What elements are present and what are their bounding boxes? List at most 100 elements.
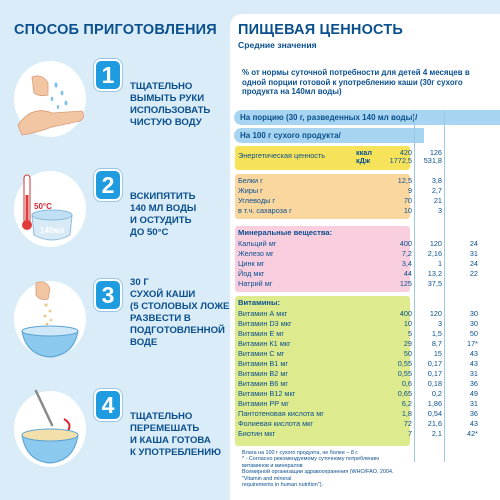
step-3: 3 30 Г СУХОЙ КАШИ (5 СТОЛОВЫХ ЛОЖЕК) РАЗ…: [12, 275, 239, 375]
row-label: Пантотеновая кислота мг: [238, 409, 324, 418]
row-value: 6,2: [401, 399, 412, 408]
step-text: ВСКИПЯТИТЬ 140 МЛ ВОДЫ И ОСТУДИТЬ ДО 50°…: [130, 191, 248, 239]
row-value: 0,6: [401, 379, 412, 388]
energy-unit-kj: кДж: [356, 156, 371, 165]
row-value: 15: [433, 349, 442, 358]
row-value: 3,4: [401, 259, 412, 268]
step-line: К УПОТРЕБЛЕНИЮ: [130, 447, 222, 458]
row-value: 125: [399, 279, 412, 288]
footnote: Влага на 100 г сухого продукта, не более…: [242, 450, 402, 488]
vitamins-title: Витамины:: [238, 298, 280, 307]
stirring-porridge-illustration: [14, 389, 86, 467]
column-divider: [444, 110, 445, 462]
column-divider: [414, 110, 415, 462]
row-value: 49: [469, 389, 478, 398]
step-line: ДО 50°С: [130, 227, 169, 238]
energy-row: Энергетическая ценность ккал кДж 420 177…: [238, 148, 498, 165]
step-line: ВОДЕ: [130, 337, 158, 348]
row-value: 43: [469, 349, 478, 358]
nutrition-intro: % от нормы суточной потребности для дете…: [242, 68, 470, 97]
macro-block: [235, 174, 410, 219]
row-value: 400: [399, 239, 412, 248]
row-value: 3: [437, 319, 442, 328]
row-value: 1,5: [431, 329, 442, 338]
table-row: Цинк мг 3,4 1 24: [238, 259, 498, 269]
row-value: 1: [437, 259, 442, 268]
footnote-line: requirements in human nutrition").: [242, 482, 324, 489]
table-row: Витамин С мг 50 15 43: [238, 349, 498, 359]
table-row: Натрий мг 125 37,5: [238, 279, 498, 289]
row-value: 3,8: [431, 176, 442, 185]
step-line: РАЗВЕСТИ В: [130, 313, 191, 324]
step-number-badge: 4: [94, 389, 122, 421]
step-number-badge: 3: [94, 279, 122, 311]
row-value: 21,6: [427, 419, 442, 428]
energy-value: 420: [399, 148, 412, 157]
table-row: Витамин В6 мг 0,6 0,18 36: [238, 379, 498, 389]
row-value: 17*: [467, 339, 478, 348]
row-label: Натрий мг: [238, 279, 273, 288]
table-row: Жиры г 9 2,7: [238, 186, 498, 196]
row-label: Витамин В1 мг: [238, 359, 289, 368]
adding-cereal-illustration: [14, 281, 86, 358]
water-volume-label: 140мл: [40, 226, 64, 235]
step-line: 30 Г: [130, 277, 149, 288]
row-value: 12,5: [397, 176, 412, 185]
minerals-block: [235, 226, 410, 292]
table-row: Белки г 12,5 3,8: [238, 176, 498, 186]
row-label: Витамин В12 мкг: [238, 389, 296, 398]
step-line: ПЕРЕМЕШАТЬ: [130, 423, 200, 434]
row-label: Углеводы г: [238, 196, 276, 205]
table-row: Витамин D3 мкг 10 3 30: [238, 319, 498, 329]
row-value: 44: [403, 269, 412, 278]
table-row: Йод мкг 44 13,2 22: [238, 269, 498, 279]
step-4: 4 ТЩАТЕЛЬНО ПЕРЕМЕШАТЬ И КАША ГОТОВА К У…: [12, 385, 224, 485]
step-line: ВСКИПЯТИТЬ: [130, 191, 196, 202]
row-value: 29: [403, 339, 412, 348]
row-value: 8,7: [431, 339, 442, 348]
row-value: 43: [469, 419, 478, 428]
step-text: ТЩАТЕЛЬНО ВЫМЫТЬ РУКИ ИСПОЛЬЗОВАТЬ ЧИСТУ…: [130, 81, 248, 129]
minerals-title: Минеральные вещества:: [238, 228, 333, 237]
temperature-label: 50°С: [34, 202, 52, 211]
step-line: СУХОЙ КАШИ: [130, 289, 196, 300]
row-value: 37,5: [427, 279, 442, 288]
step-1: 1 ТЩАТЕЛЬНО ВЫМЫТЬ РУКИ ИСПОЛЬЗОВАТЬ ЧИС…: [12, 55, 224, 155]
row-value: 43: [469, 359, 478, 368]
row-value: 0,55: [397, 369, 412, 378]
row-value: 0,55: [397, 359, 412, 368]
table-row: Фолиевая кислота мкг 72 21,6 43: [238, 419, 498, 429]
step-line: ПОДГОТОВЛЕННОЙ: [130, 325, 225, 336]
row-value: 2,1: [431, 429, 442, 438]
step-line: И КАША ГОТОВА: [130, 435, 211, 446]
table-row: Витамин РР мг 6,2 1,86 31: [238, 399, 498, 409]
row-label: Кальций мг: [238, 239, 277, 248]
row-value: 0,18: [427, 379, 442, 388]
portion-header: На порцию (30 г, разведенных 140 мл воды…: [234, 110, 500, 125]
table-row: Кальций мг 400 120 24: [238, 239, 498, 249]
row-value: 30: [469, 319, 478, 328]
row-value: 36: [469, 379, 478, 388]
energy-value: 1772,5: [389, 156, 412, 165]
step-line: ИСПОЛЬЗОВАТЬ: [130, 105, 211, 116]
row-label: Железо мг: [238, 249, 274, 258]
row-value: 21: [433, 196, 442, 205]
row-value: 7,2: [401, 249, 412, 258]
washing-hands-illustration: [14, 61, 86, 137]
table-row: Биотин мкг 7 2,1 42*: [238, 429, 498, 439]
kettle-thermometer-illustration: 50°С 140мл: [14, 171, 86, 247]
step-number-badge: 1: [94, 59, 122, 91]
row-value: 31: [469, 369, 478, 378]
row-value: 13,2: [427, 269, 442, 278]
row-label: Витамин РР мг: [238, 399, 289, 408]
row-value: 1,86: [427, 399, 442, 408]
row-value: 120: [429, 309, 442, 318]
table-row: Витамин В12 мкг 0,65 0,2 49: [238, 389, 498, 399]
row-value: 24: [469, 239, 478, 248]
row-value: 24: [469, 259, 478, 268]
row-label: Витамин К1 мкг: [238, 339, 291, 348]
row-label: Белки г: [238, 176, 263, 185]
row-value: 2,7: [431, 186, 442, 195]
row-label: Витамин В2 мг: [238, 369, 289, 378]
